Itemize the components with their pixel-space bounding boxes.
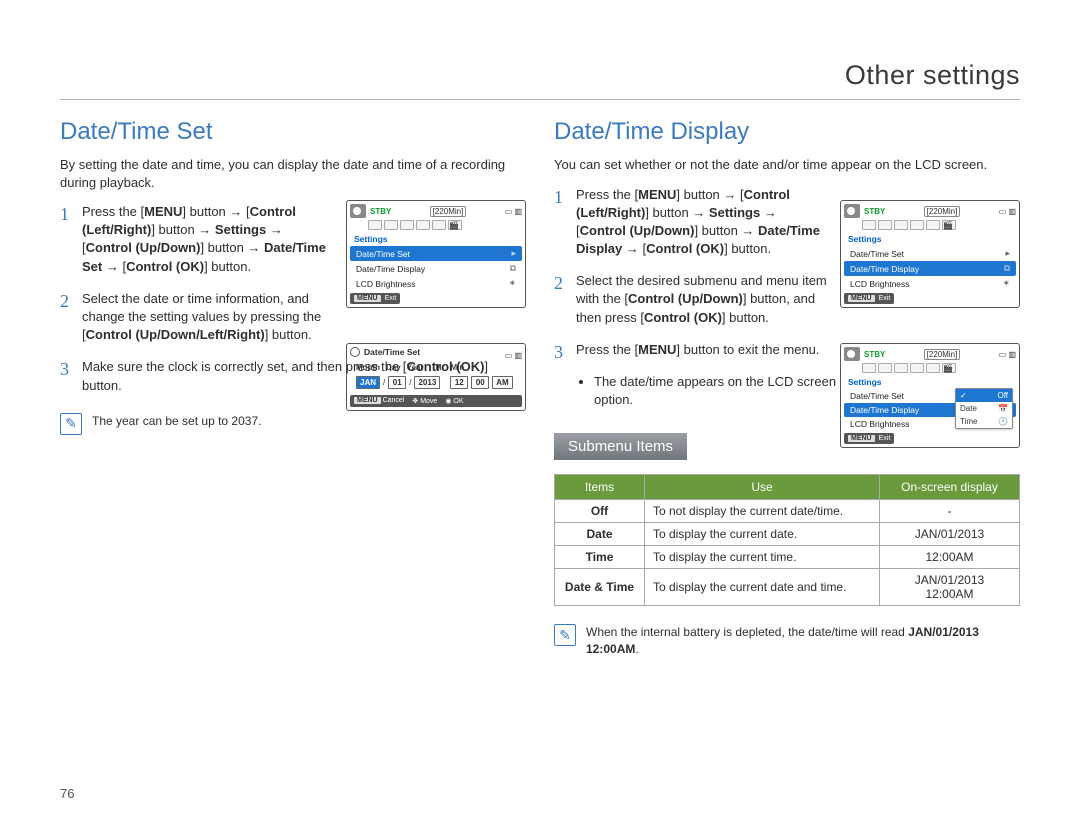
submenu-popup: ✓Off Date📅 Time🕐 xyxy=(955,388,1013,429)
step-3: Make sure the clock is correctly set, an… xyxy=(60,358,526,394)
col-use: Use xyxy=(645,475,880,500)
left-column: Date/Time Set By setting the date and ti… xyxy=(60,118,526,658)
arrow-icon: → xyxy=(626,241,639,256)
step-2: Select the desired submenu and menu item… xyxy=(554,272,1020,327)
table-row: Date To display the current date. JAN/01… xyxy=(555,523,1020,546)
arrow-icon: → xyxy=(198,222,211,237)
col-items: Items xyxy=(555,475,645,500)
footer-bar: MENU Cancel ✥ Move ◉ OK xyxy=(350,395,522,407)
step-1: Press the [MENU] button → [Control (Left… xyxy=(554,186,1020,259)
table-row: Off To not display the current date/time… xyxy=(555,500,1020,523)
gear-icon xyxy=(350,347,360,357)
arrow-icon: → xyxy=(692,205,705,220)
popup-row-off: ✓Off xyxy=(956,389,1012,402)
table-row: Date & Time To display the current date … xyxy=(555,569,1020,606)
intro-dateset: By setting the date and time, you can di… xyxy=(60,156,526,191)
arrow-icon: → xyxy=(270,222,283,237)
arrow-icon: → xyxy=(247,240,260,255)
menu-row: LCD Brightness✶ xyxy=(350,276,522,291)
page-number: 76 xyxy=(60,786,74,801)
right-column: Date/Time Display You can set whether or… xyxy=(554,118,1020,658)
table-row: Time To display the current time. 12:00A… xyxy=(555,546,1020,569)
intro-datedisplay: You can set whether or not the date and/… xyxy=(554,156,1020,174)
exit-bar: MENUExit xyxy=(844,433,894,444)
tab-icons: 🎬 xyxy=(862,363,1016,373)
note-datedisplay: ✎ When the internal battery is depleted,… xyxy=(554,624,1020,658)
submenu-heading: Submenu Items xyxy=(554,433,687,460)
content-columns: Date/Time Set By setting the date and ti… xyxy=(60,118,1020,658)
arrow-icon: → xyxy=(723,187,736,202)
section-title-dateset: Date/Time Set xyxy=(60,118,526,146)
page-header: Other settings xyxy=(60,60,1020,100)
arrow-icon: → xyxy=(106,259,119,274)
step-3: Press the [MENU] button to exit the menu… xyxy=(554,341,1020,359)
arrow-icon: → xyxy=(229,204,242,219)
steps-dateset: Press the [MENU] button → [Control (Left… xyxy=(60,203,526,395)
arrow-icon: → xyxy=(741,223,754,238)
steps-datedisplay: Press the [MENU] button → [Control (Left… xyxy=(554,186,1020,360)
popup-row-date: Date📅 xyxy=(956,402,1012,415)
note-icon: ✎ xyxy=(60,413,82,435)
section-title-datedisplay: Date/Time Display xyxy=(554,118,1020,146)
menu-header: Settings xyxy=(844,375,1016,389)
submenu-table: Items Use On-screen display Off To not d… xyxy=(554,474,1020,606)
note-icon: ✎ xyxy=(554,624,576,646)
arrow-icon: → xyxy=(764,205,777,220)
step-1: Press the [MENU] button → [Control (Left… xyxy=(60,203,526,276)
step-2: Select the date or time information, and… xyxy=(60,290,526,345)
col-display: On-screen display xyxy=(880,475,1020,500)
note-dateset: ✎ The year can be set up to 2037. xyxy=(60,413,526,435)
popup-row-time: Time🕐 xyxy=(956,415,1012,428)
